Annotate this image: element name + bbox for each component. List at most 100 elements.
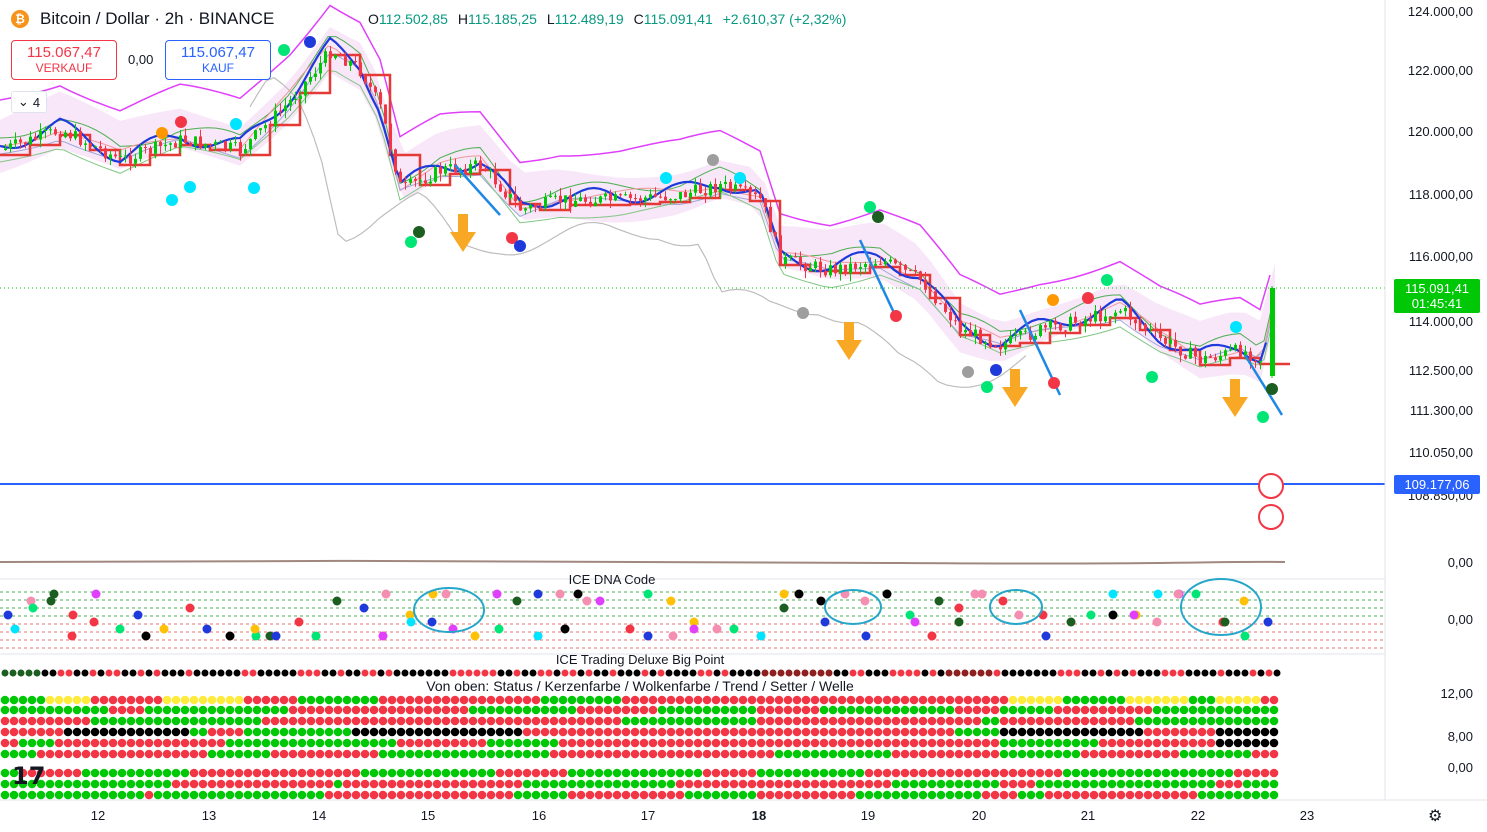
sell-button[interactable]: 115.067,47 VERKAUF xyxy=(11,40,117,80)
candle-body xyxy=(1174,339,1177,347)
status-dot xyxy=(54,738,64,748)
status-dot xyxy=(342,749,352,759)
status-dot xyxy=(45,738,55,748)
status-dot xyxy=(900,738,910,748)
status-dot xyxy=(315,790,325,800)
status-dot xyxy=(864,768,874,778)
indicators-toggle[interactable]: ⌄ 4 xyxy=(11,91,47,113)
status-dot xyxy=(774,705,784,715)
status-dot xyxy=(243,790,253,800)
candle xyxy=(24,141,27,149)
status-dot xyxy=(846,749,856,759)
status-dot xyxy=(621,716,631,726)
status-dot xyxy=(225,738,235,748)
signal-dot xyxy=(248,182,260,194)
bigpoint-dot xyxy=(681,669,689,677)
signal-dot xyxy=(184,181,196,193)
status-dot xyxy=(216,790,226,800)
status-dot xyxy=(297,705,307,715)
candle xyxy=(404,176,407,190)
status-dot xyxy=(855,790,865,800)
status-dot xyxy=(909,749,919,759)
gear-icon[interactable]: ⚙ xyxy=(1428,808,1443,825)
bigpoint-dot xyxy=(897,669,905,677)
horizontal-line-price[interactable]: 109.177,06 xyxy=(1394,475,1480,494)
status-dot xyxy=(369,738,379,748)
status-dot xyxy=(990,727,1000,737)
status-dot xyxy=(990,695,1000,705)
status-dot xyxy=(747,727,757,737)
status-dot xyxy=(495,779,505,789)
candle-body xyxy=(254,130,257,140)
status-dot xyxy=(837,790,847,800)
candle xyxy=(589,197,592,208)
status-dot xyxy=(1017,727,1027,737)
status-dot xyxy=(117,716,127,726)
status-dot xyxy=(396,716,406,726)
status-dot xyxy=(819,727,829,737)
status-dot xyxy=(486,749,496,759)
candle xyxy=(934,287,937,306)
candle-body xyxy=(624,194,627,196)
bigpoint-dot xyxy=(633,669,641,677)
status-dot xyxy=(216,695,226,705)
candle xyxy=(379,88,382,109)
candle-body xyxy=(1154,328,1157,330)
status-dot xyxy=(90,768,100,778)
status-dot xyxy=(432,779,442,789)
dna-dot xyxy=(378,631,388,641)
status-dot xyxy=(1260,749,1270,759)
status-dot xyxy=(549,716,559,726)
bigpoint-dot xyxy=(313,669,321,677)
bigpoint-dot xyxy=(961,669,969,677)
candle xyxy=(1164,335,1167,348)
status-dot xyxy=(792,727,802,737)
status-dot xyxy=(450,790,460,800)
status-dot xyxy=(1251,716,1261,726)
candle xyxy=(579,192,582,202)
status-dot xyxy=(72,779,82,789)
status-dot xyxy=(927,768,937,778)
candle xyxy=(244,143,247,156)
candle xyxy=(824,264,827,278)
time-tick: 18 xyxy=(751,808,767,823)
status-dot xyxy=(243,716,253,726)
status-dot xyxy=(117,738,127,748)
status-dot xyxy=(423,695,433,705)
status-dot xyxy=(1170,768,1180,778)
bigpoint-dot xyxy=(345,669,353,677)
status-dot xyxy=(423,768,433,778)
status-dot xyxy=(846,716,856,726)
status-dot xyxy=(774,727,784,737)
bigpoint-dot xyxy=(833,669,841,677)
status-dot xyxy=(252,779,262,789)
status-dot xyxy=(198,749,208,759)
buy-button[interactable]: 115.067,47 KAUF xyxy=(165,40,271,80)
candle-body xyxy=(124,155,127,157)
status-dot xyxy=(1125,768,1135,778)
candle xyxy=(484,165,487,172)
status-dot xyxy=(315,749,325,759)
dna-dot xyxy=(470,631,480,641)
status-dot xyxy=(1125,738,1135,748)
status-dot xyxy=(1080,790,1090,800)
symbol-title[interactable]: Bitcoin / Dollar · 2h · BINANCE xyxy=(40,9,275,28)
status-dot xyxy=(414,705,424,715)
status-dot xyxy=(504,790,514,800)
status-dot xyxy=(441,790,451,800)
candle-body xyxy=(359,62,362,76)
bigpoint-dot xyxy=(1209,669,1217,677)
status-dot xyxy=(423,738,433,748)
dna-dot xyxy=(970,589,980,599)
dna-dot xyxy=(1066,617,1076,627)
status-dot xyxy=(810,768,820,778)
status-dot xyxy=(513,738,523,748)
status-dot xyxy=(144,695,154,705)
bigpoint-dot xyxy=(889,669,897,677)
status-dot xyxy=(54,749,64,759)
candle xyxy=(974,324,977,345)
signal-dot xyxy=(1047,294,1059,306)
status-dot xyxy=(1179,779,1189,789)
status-dot xyxy=(270,727,280,737)
